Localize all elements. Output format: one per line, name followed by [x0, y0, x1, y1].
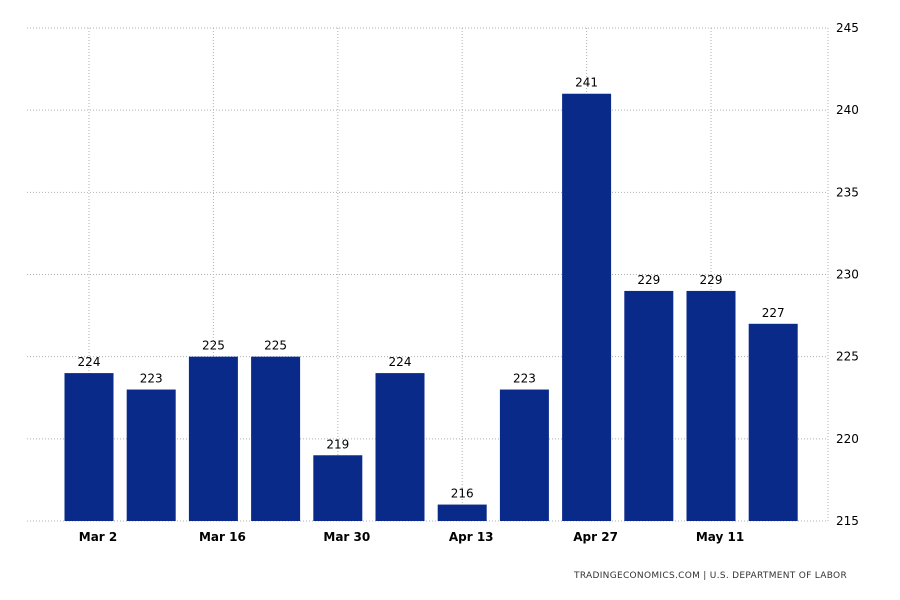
bar: [686, 290, 736, 521]
bar: [499, 389, 549, 521]
bar: [437, 504, 487, 521]
x-tick-label: Mar 16: [199, 530, 246, 544]
y-tick-label: 240: [836, 103, 859, 117]
y-tick-label: 230: [836, 268, 859, 282]
x-tick-label: Apr 13: [449, 530, 494, 544]
bar: [64, 373, 114, 521]
x-tick-label: May 11: [696, 530, 744, 544]
bar-value-label: 229: [637, 273, 660, 287]
bar-value-label: 224: [78, 355, 101, 369]
y-tick-label: 225: [836, 350, 859, 364]
x-tick-label: Mar 2: [79, 530, 117, 544]
y-axis-ticks: 215 220 225 230 235 240 245: [836, 21, 859, 528]
bar: [313, 455, 363, 521]
bar-value-label: 219: [326, 437, 349, 451]
x-tick-label: Mar 30: [323, 530, 370, 544]
source-credit: TRADINGECONOMICS.COM | U.S. DEPARTMENT O…: [574, 571, 847, 581]
bar-value-label: 225: [264, 339, 287, 353]
bar-value-label: 224: [389, 355, 412, 369]
x-axis-ticks: Mar 2 Mar 16 Mar 30 Apr 13 Apr 27 May 11: [79, 530, 744, 544]
y-tick-label: 235: [836, 185, 859, 199]
bar-value-label: 229: [700, 273, 723, 287]
bar: [624, 290, 674, 521]
bar-value-label: 223: [513, 372, 536, 386]
bar: [251, 356, 301, 521]
bar: [126, 389, 176, 521]
x-tick-label: Apr 27: [573, 530, 618, 544]
bars: [64, 93, 798, 521]
y-tick-label: 245: [836, 21, 859, 35]
bar-value-label: 225: [202, 339, 225, 353]
bar-value-label: 241: [575, 76, 598, 90]
y-tick-label: 215: [836, 514, 859, 528]
bar: [188, 356, 238, 521]
bar-value-label: 223: [140, 372, 163, 386]
y-tick-label: 220: [836, 432, 859, 446]
bar-value-label: 227: [762, 306, 785, 320]
bar: [562, 93, 612, 521]
bar: [375, 373, 425, 521]
data-labels: 224 223 225 225 219 224 216 223 241 229 229 227: [78, 76, 785, 501]
bar: [748, 323, 798, 521]
bar-value-label: 216: [451, 487, 474, 501]
